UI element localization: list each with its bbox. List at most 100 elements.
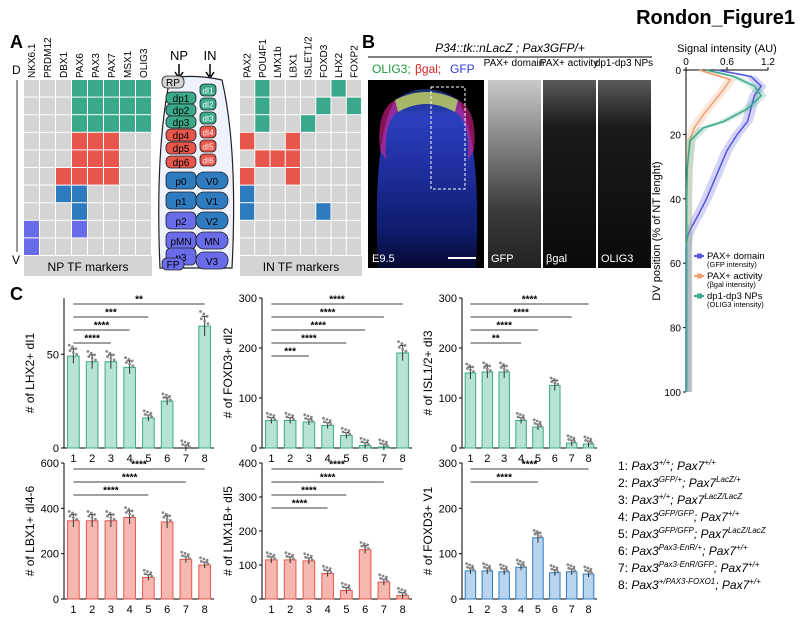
- data-point: [287, 552, 291, 556]
- grid-cell: [136, 168, 151, 185]
- data-point: [536, 423, 540, 426]
- data-point: [572, 436, 576, 440]
- grid-cell: [136, 203, 151, 220]
- x-tick-label: 1: [268, 453, 274, 465]
- y-tick-label: 600: [41, 458, 59, 470]
- x-tick-label: 3: [501, 453, 507, 465]
- grid-cell: [270, 115, 285, 132]
- gene-header-pax6: PAX6: [75, 53, 86, 78]
- data-point: [553, 568, 557, 572]
- genotype-allele: +/+: [728, 509, 740, 518]
- np-domain-label: dp1: [173, 94, 190, 105]
- in-arrow-icon: [205, 64, 215, 80]
- grid-cell: [24, 80, 39, 97]
- data-point: [359, 541, 363, 544]
- np-footer-label: NP TF markers: [48, 260, 129, 274]
- data-point: [587, 440, 590, 443]
- x-tick-label: 5: [535, 604, 541, 616]
- x-tick-label: 3: [108, 453, 114, 465]
- data-point: [344, 583, 347, 586]
- x-tick-label: 8: [202, 604, 208, 616]
- bar: [302, 560, 316, 600]
- grid-cell: [270, 203, 285, 220]
- grid-cell: [40, 80, 55, 97]
- data-point: [482, 565, 486, 569]
- significance-stars: ****: [84, 334, 100, 345]
- grid-cell: [331, 238, 346, 255]
- data-point: [124, 506, 127, 510]
- grid-cell: [120, 150, 135, 167]
- data-point: [288, 416, 292, 420]
- genotype-allele: +/+: [659, 492, 671, 501]
- grid-cell: [120, 238, 135, 255]
- genotype-row: 3: Pax3+/+; Pax7LacZ/LacZ: [618, 492, 743, 507]
- data-point: [404, 593, 408, 596]
- np-domain-label: dp4: [173, 131, 190, 142]
- data-point: [538, 531, 542, 535]
- significance-stars: ****: [94, 321, 110, 332]
- grid-cell: [346, 168, 361, 185]
- genotype-gene: ; Pax7: [682, 476, 717, 490]
- bar: [549, 572, 561, 600]
- significance-stars: ****: [320, 473, 336, 484]
- legend-marker: [697, 253, 702, 259]
- y-tick-label: 200: [41, 549, 59, 561]
- grid-cell: [104, 185, 119, 203]
- grid-cell: [285, 80, 300, 97]
- grid-cell: [331, 220, 346, 238]
- data-point: [518, 559, 522, 563]
- data-point: [502, 564, 505, 568]
- grid-cell: [301, 185, 316, 203]
- data-point: [291, 553, 295, 557]
- data-point: [485, 567, 489, 570]
- bar: [396, 352, 409, 449]
- data-point: [397, 340, 400, 343]
- grid-cell: [240, 115, 255, 132]
- data-point: [273, 557, 277, 561]
- y-tick-label: 200: [439, 503, 457, 515]
- data-point: [567, 566, 571, 570]
- data-point: [347, 429, 351, 433]
- bar: [464, 372, 477, 449]
- x-tick-label: 7: [381, 604, 387, 616]
- data-point: [181, 554, 184, 558]
- genotype-gene: Pax3: [631, 527, 659, 541]
- y-tick-label: 0: [451, 594, 457, 606]
- data-point: [341, 585, 345, 589]
- data-point: [573, 569, 577, 572]
- data-point: [362, 438, 366, 441]
- genotype-gene: ; Pax7: [694, 510, 729, 524]
- data-point: [206, 322, 210, 326]
- significance-stars: ****: [310, 321, 326, 332]
- x-tick-label: 5: [343, 453, 349, 465]
- grid-cell: [72, 115, 87, 132]
- y-tick-label: 0: [251, 443, 257, 455]
- in-domain-di5: [199, 139, 217, 153]
- y-tick-label: 300: [239, 293, 257, 305]
- grid-cell: [56, 203, 71, 220]
- data-point: [468, 563, 472, 567]
- series-band: [686, 70, 736, 392]
- grid-cell: [255, 132, 270, 150]
- data-point: [502, 363, 505, 366]
- in-domain-v1: [195, 191, 229, 210]
- line-chart-title: Signal intensity (AU): [677, 43, 777, 55]
- grid-cell: [24, 168, 39, 185]
- legend-label: dp1-dp3 NPs: [707, 291, 763, 302]
- data-point: [124, 511, 128, 514]
- grid-cell: [56, 168, 71, 185]
- x-tick-label: 7: [381, 453, 387, 465]
- data-point: [168, 514, 172, 518]
- data-point: [71, 345, 74, 349]
- bar: [515, 420, 527, 449]
- grid-cell: [40, 238, 55, 255]
- data-point: [515, 558, 519, 562]
- grid-cell: [72, 168, 87, 185]
- data-point: [326, 421, 330, 425]
- data-point: [94, 517, 97, 521]
- data-point: [269, 556, 273, 559]
- genotype-allele: +/PAX3-FOXO1: [659, 577, 716, 586]
- np-domain-dp6: [165, 155, 197, 169]
